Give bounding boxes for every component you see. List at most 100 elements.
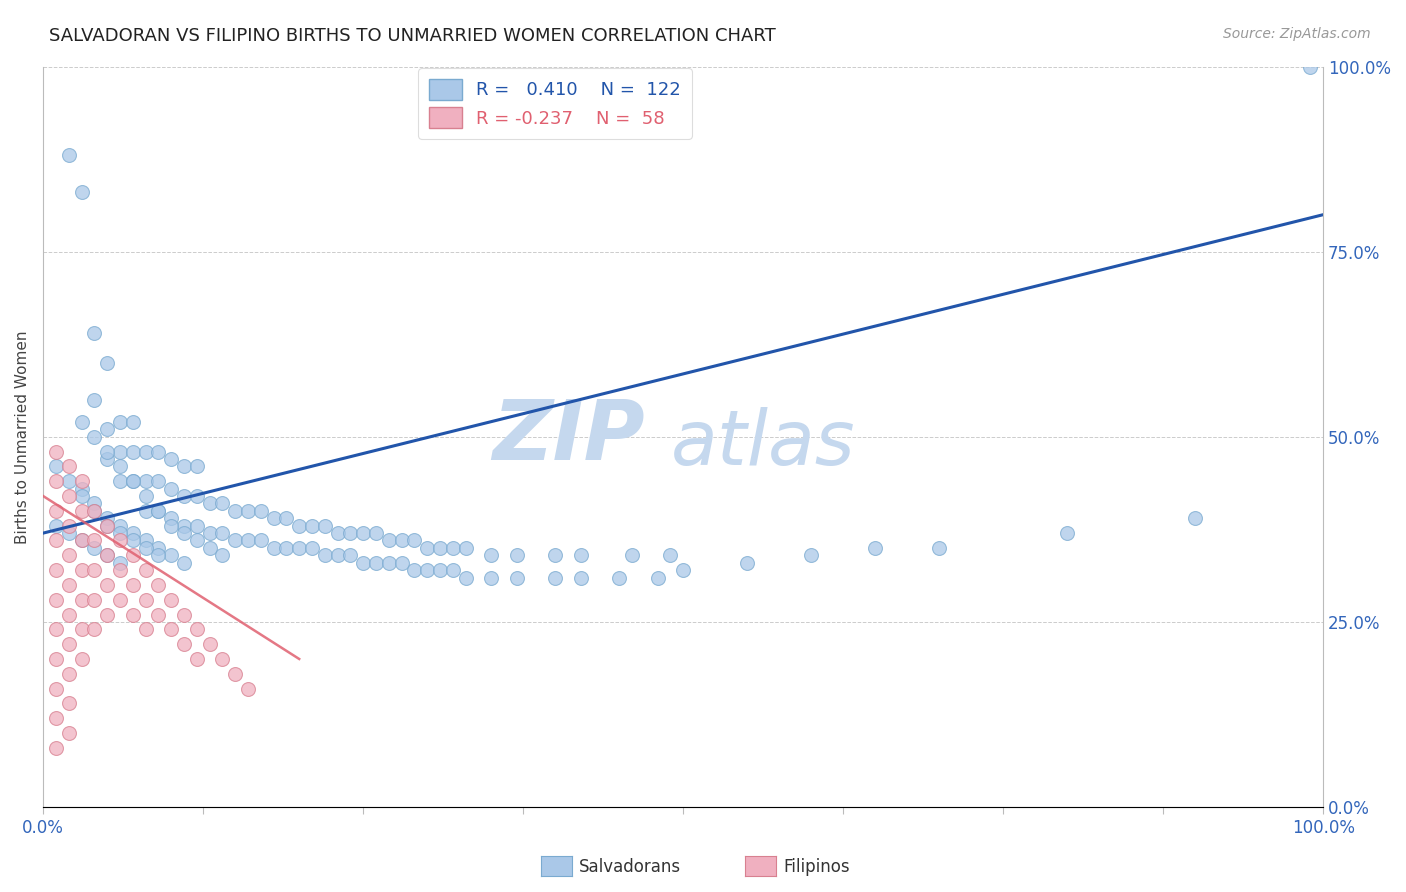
- Point: [429, 563, 451, 577]
- Point: [83, 504, 105, 518]
- Point: [45, 592, 67, 607]
- Point: [121, 578, 143, 592]
- Point: [236, 504, 259, 518]
- Point: [70, 652, 93, 666]
- Text: Salvadorans: Salvadorans: [579, 858, 682, 876]
- Point: [96, 511, 118, 525]
- Point: [58, 549, 80, 563]
- Point: [173, 459, 195, 474]
- Point: [108, 533, 131, 548]
- Point: [70, 533, 93, 548]
- Point: [479, 549, 502, 563]
- Point: [288, 518, 311, 533]
- Point: [70, 475, 93, 489]
- Point: [58, 607, 80, 622]
- Point: [45, 518, 67, 533]
- Point: [108, 475, 131, 489]
- Point: [135, 475, 157, 489]
- Point: [391, 556, 413, 570]
- Point: [326, 549, 349, 563]
- Point: [83, 326, 105, 341]
- Point: [108, 526, 131, 541]
- Point: [58, 666, 80, 681]
- Point: [135, 623, 157, 637]
- Point: [569, 549, 592, 563]
- Point: [339, 549, 361, 563]
- Point: [121, 415, 143, 429]
- Point: [96, 444, 118, 458]
- Point: [45, 533, 67, 548]
- Point: [45, 475, 67, 489]
- Point: [544, 570, 567, 584]
- Point: [70, 186, 93, 200]
- Point: [416, 541, 439, 555]
- Point: [135, 563, 157, 577]
- Point: [276, 541, 298, 555]
- Point: [224, 533, 246, 548]
- Point: [58, 489, 80, 503]
- Point: [83, 504, 105, 518]
- Point: [454, 570, 477, 584]
- Point: [236, 681, 259, 696]
- Point: [70, 482, 93, 496]
- Point: [198, 496, 221, 510]
- Point: [83, 592, 105, 607]
- Point: [83, 430, 105, 444]
- Point: [211, 652, 233, 666]
- Point: [224, 504, 246, 518]
- Point: [1299, 60, 1322, 74]
- Point: [301, 541, 323, 555]
- Point: [569, 570, 592, 584]
- Point: [70, 563, 93, 577]
- Point: [659, 549, 682, 563]
- Point: [544, 549, 567, 563]
- Point: [236, 533, 259, 548]
- Point: [211, 496, 233, 510]
- Point: [45, 623, 67, 637]
- Point: [416, 563, 439, 577]
- Point: [198, 541, 221, 555]
- Point: [211, 549, 233, 563]
- Point: [314, 518, 336, 533]
- Point: [148, 475, 170, 489]
- Point: [121, 549, 143, 563]
- Point: [454, 541, 477, 555]
- Point: [70, 592, 93, 607]
- Point: [186, 623, 208, 637]
- Point: [160, 518, 183, 533]
- Point: [45, 444, 67, 458]
- Point: [160, 511, 183, 525]
- Point: [800, 549, 823, 563]
- Point: [45, 681, 67, 696]
- Point: [135, 541, 157, 555]
- Point: [108, 518, 131, 533]
- Point: [404, 533, 426, 548]
- Point: [647, 570, 669, 584]
- Point: [288, 541, 311, 555]
- Point: [58, 637, 80, 651]
- Point: [352, 526, 374, 541]
- Point: [352, 556, 374, 570]
- Point: [364, 556, 387, 570]
- Point: [173, 489, 195, 503]
- Text: ZIP: ZIP: [492, 396, 645, 477]
- Point: [58, 726, 80, 740]
- Point: [58, 459, 80, 474]
- Point: [148, 578, 170, 592]
- Point: [148, 607, 170, 622]
- Point: [1184, 511, 1206, 525]
- Point: [249, 504, 271, 518]
- Point: [263, 511, 285, 525]
- Point: [672, 563, 695, 577]
- Point: [70, 504, 93, 518]
- Point: [276, 511, 298, 525]
- Point: [198, 526, 221, 541]
- Point: [96, 578, 118, 592]
- Point: [735, 556, 758, 570]
- Text: atlas: atlas: [671, 408, 855, 481]
- Point: [58, 518, 80, 533]
- Point: [45, 652, 67, 666]
- Point: [314, 549, 336, 563]
- Point: [148, 504, 170, 518]
- Point: [45, 504, 67, 518]
